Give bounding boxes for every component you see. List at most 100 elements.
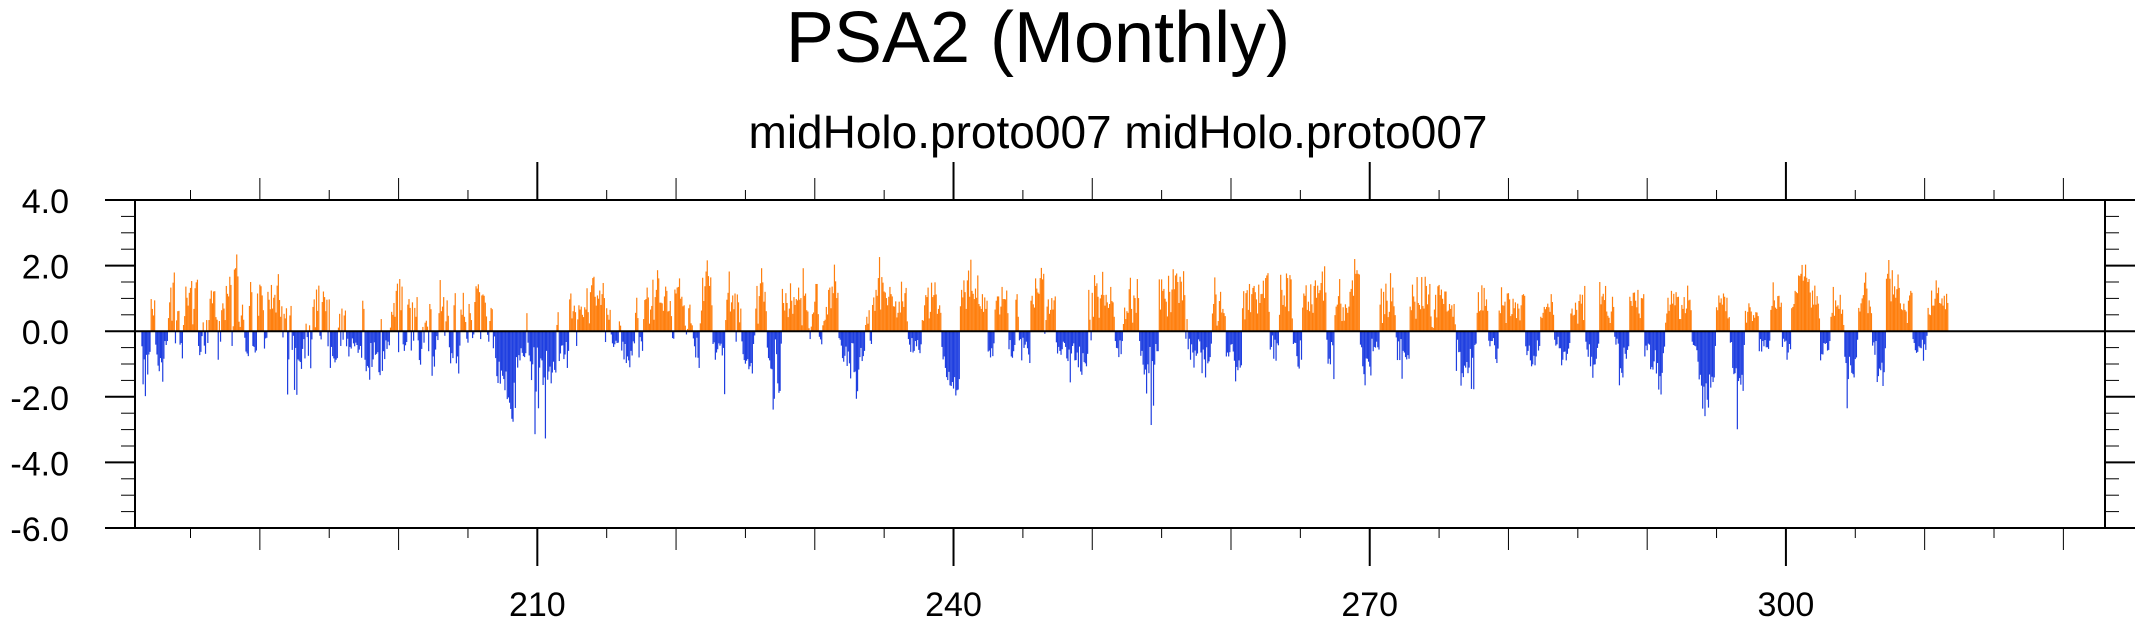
bar	[1853, 331, 1855, 378]
bar	[1062, 331, 1064, 342]
bar	[1237, 331, 1239, 371]
bar	[1767, 331, 1770, 349]
bar	[1429, 283, 1431, 332]
bar	[752, 331, 755, 344]
bar	[229, 276, 231, 332]
bar	[1100, 294, 1103, 332]
bar	[248, 305, 251, 332]
bar	[1791, 308, 1793, 332]
bar	[162, 331, 164, 382]
axis-ticks	[105, 162, 2135, 566]
bar	[1344, 304, 1347, 332]
bar	[772, 331, 774, 410]
bar	[1276, 331, 1278, 344]
bar	[1017, 316, 1019, 332]
bar	[1386, 300, 1388, 332]
bar	[594, 296, 596, 332]
bar	[1749, 307, 1751, 332]
bar	[1663, 331, 1666, 347]
bar	[699, 323, 701, 332]
bar	[1387, 317, 1389, 332]
bar	[1231, 331, 1233, 344]
bar	[1648, 331, 1651, 345]
bar	[230, 284, 232, 332]
bar	[1484, 305, 1486, 332]
bar	[148, 331, 150, 355]
bar	[1035, 278, 1037, 332]
bar	[1140, 331, 1142, 356]
bar	[192, 324, 194, 332]
bar	[1837, 305, 1839, 332]
bar	[1312, 312, 1314, 332]
bar	[352, 331, 355, 344]
bar	[347, 331, 349, 339]
bar	[693, 331, 696, 347]
bar	[1453, 303, 1455, 332]
bar	[207, 331, 209, 344]
bar	[1014, 331, 1016, 345]
bar	[862, 331, 864, 357]
bar	[508, 331, 511, 403]
bar	[308, 325, 311, 332]
bar	[1665, 322, 1667, 332]
bar	[312, 306, 314, 332]
bar	[1326, 331, 1328, 340]
bar	[1492, 331, 1495, 339]
bar	[609, 309, 611, 332]
bar	[1623, 331, 1625, 348]
bar	[868, 310, 870, 332]
bar	[945, 331, 948, 378]
bar	[1267, 273, 1269, 332]
bar	[1275, 331, 1277, 361]
bar	[1272, 331, 1274, 336]
bar	[1176, 273, 1178, 332]
bar	[1551, 302, 1553, 332]
bar	[219, 331, 222, 342]
bar	[650, 309, 652, 332]
bar	[1337, 296, 1340, 332]
bar	[794, 304, 796, 332]
bar	[591, 285, 593, 332]
bar	[1524, 295, 1526, 332]
bar	[1163, 288, 1165, 332]
bar	[1487, 310, 1489, 332]
bar	[1372, 331, 1374, 352]
bar	[475, 286, 477, 332]
bar	[297, 331, 299, 360]
bar	[1120, 331, 1122, 355]
bar	[1349, 291, 1351, 332]
bar	[343, 315, 345, 332]
bar	[707, 276, 710, 332]
bar	[319, 331, 321, 336]
bar	[218, 321, 220, 332]
bar	[1179, 276, 1181, 332]
bar	[529, 331, 531, 362]
bar	[1558, 331, 1560, 349]
bar	[1787, 331, 1789, 353]
bar	[225, 285, 227, 332]
bar	[284, 318, 286, 332]
bar	[761, 268, 763, 332]
bar	[1235, 331, 1237, 382]
bar	[771, 331, 773, 370]
bar	[1165, 301, 1167, 332]
bar	[1418, 304, 1421, 332]
bar	[757, 323, 759, 332]
bar	[1370, 331, 1372, 376]
bar	[959, 306, 962, 332]
bar	[1315, 297, 1318, 332]
bar	[402, 331, 404, 345]
bar	[1611, 296, 1614, 332]
bar	[739, 322, 741, 332]
bar	[259, 284, 261, 332]
bar	[781, 288, 784, 332]
bar	[362, 300, 364, 332]
bar	[503, 331, 505, 380]
bar	[377, 331, 379, 353]
bar	[999, 314, 1001, 332]
bar	[1943, 295, 1945, 332]
bar	[1268, 311, 1270, 332]
bar	[1696, 331, 1698, 351]
bar	[1047, 299, 1049, 332]
bar	[571, 318, 573, 332]
